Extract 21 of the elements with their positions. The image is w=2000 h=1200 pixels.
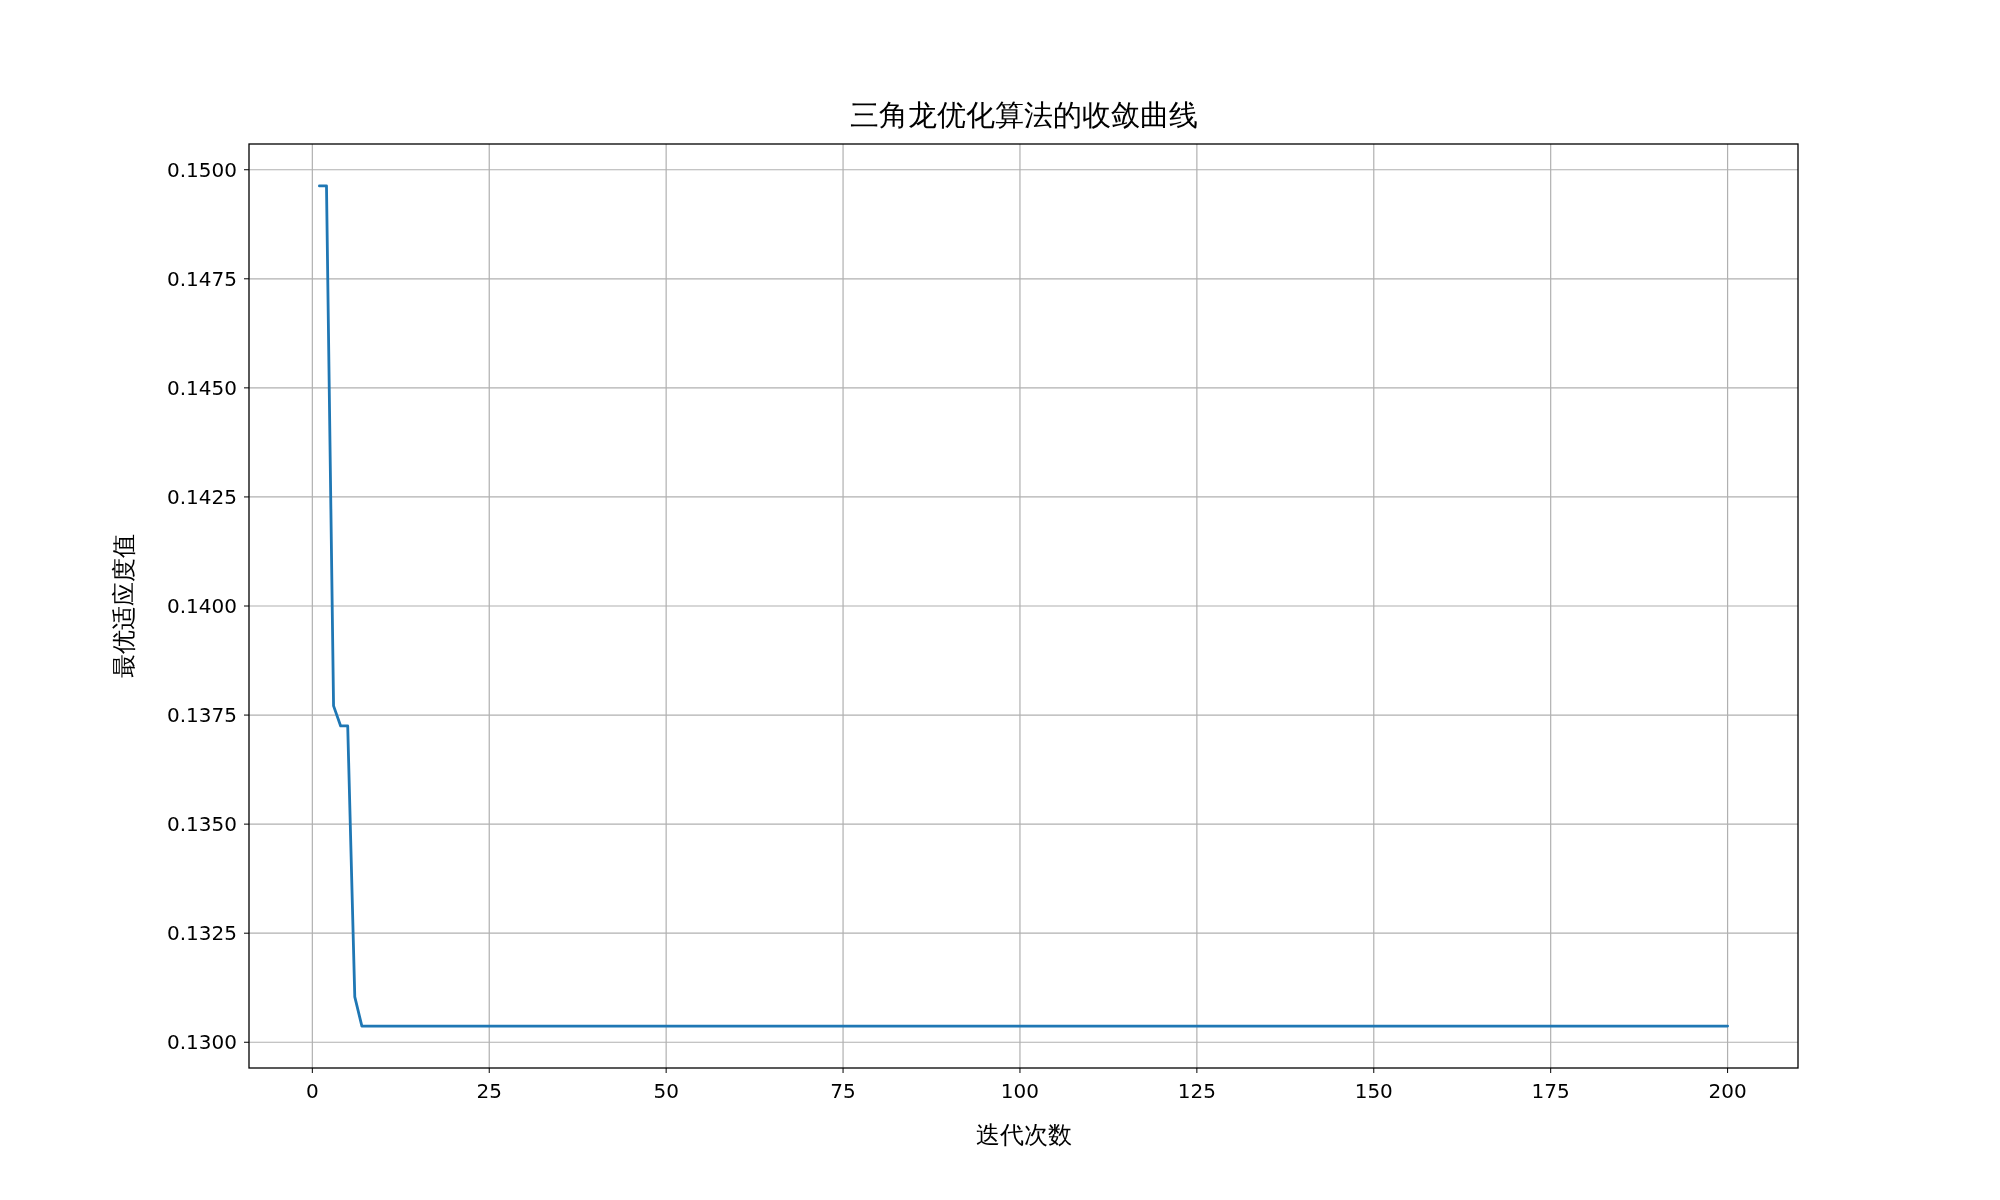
y-tick-label: 0.1375 [167, 703, 237, 728]
x-tick-label: 100 [1000, 1079, 1040, 1103]
y-tick-label: 0.1425 [167, 484, 237, 509]
x-tick-label: 125 [1177, 1079, 1216, 1103]
y-tick-label: 0.1500 [167, 157, 237, 182]
y-tick-label: 0.1350 [167, 812, 237, 837]
y-tick-label: 0.1300 [167, 1030, 237, 1055]
y-tick-label: 0.1325 [167, 921, 237, 946]
x-tick-label: 150 [1354, 1079, 1393, 1103]
x-tick-label: 75 [830, 1079, 856, 1103]
x-tick-label: 175 [1531, 1079, 1570, 1103]
x-tick-label: 50 [653, 1079, 679, 1103]
x-tick-label: 200 [1708, 1079, 1747, 1103]
x-axis-title: 迭代次数 [975, 1121, 1072, 1149]
chart-title: 三角龙优化算法的收敛曲线 [849, 98, 1198, 132]
y-tick-label: 0.1475 [167, 266, 237, 291]
y-tick-label: 0.1450 [167, 375, 237, 400]
x-tick-label: 0 [305, 1079, 319, 1103]
x-tick-label: 25 [476, 1079, 502, 1103]
y-tick-label: 0.1400 [167, 594, 237, 618]
y-axis-title: 最优适应度值 [110, 534, 138, 678]
